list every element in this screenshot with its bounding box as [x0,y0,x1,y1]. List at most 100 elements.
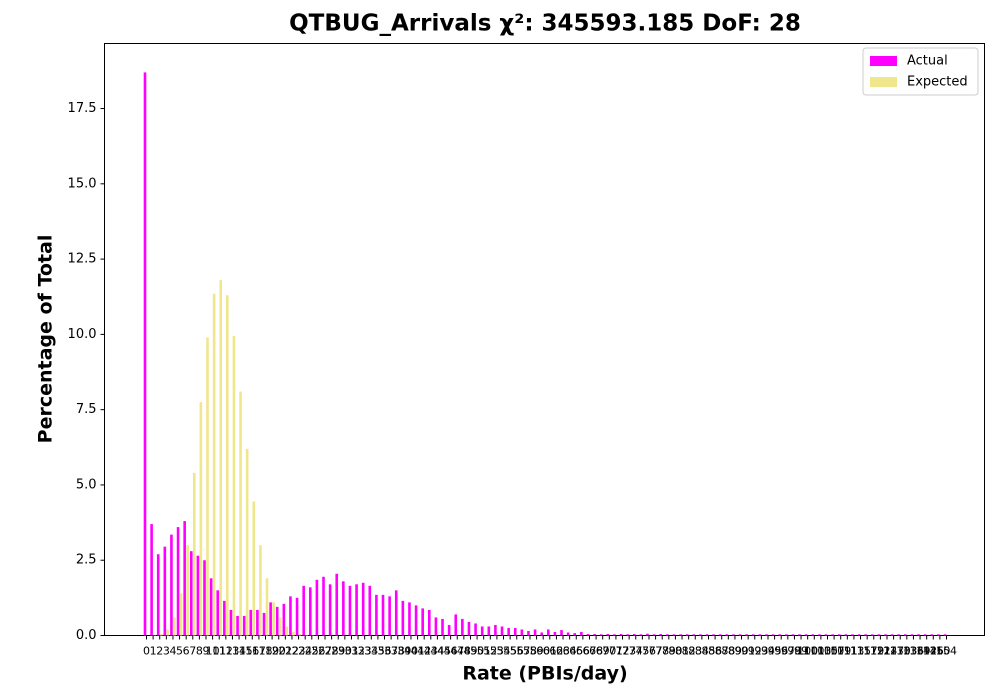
x-tick-label: 75 [635,645,649,658]
x-tick-label: 95 [768,645,782,658]
bar [586,633,590,636]
x-tick-label: 54 [497,645,511,658]
x-tick-label: 9 [203,645,210,658]
bar [751,634,755,636]
x-tick-label: 96 [774,645,788,658]
x-tick-label: 115 [850,645,871,658]
x-tick-label: 73 [622,645,636,658]
x-tick-label: 94 [761,645,775,658]
bar [507,627,510,636]
x-tick-label: 103 [810,645,831,658]
x-tick-label: 21 [278,645,292,658]
x-tick-label: 4 [169,645,176,658]
bar [265,578,269,636]
bar [249,609,253,636]
x-tick-label: 35 [371,645,385,658]
x-tick-label: 23 [292,645,306,658]
bar [239,391,242,636]
y-axis-label: Percentage of Total [35,235,57,444]
bar [513,627,517,636]
x-tick-label: 7 [189,645,196,658]
legend-swatch [870,77,897,87]
bar [143,72,147,636]
x-tick-label: 91 [741,645,755,658]
bar [870,634,874,636]
bar [917,634,920,636]
bar [289,596,292,636]
chart-title: QTBUG_Arrivals χ²: 345593.185 DoF: 28 [289,11,801,37]
bar [613,634,616,636]
bar [500,626,504,636]
y-tick-label: 10.0 [68,327,97,342]
x-tick-label: 13 [225,645,239,658]
bar [494,624,497,636]
bar [223,600,226,636]
bar [580,631,583,636]
bar [315,579,319,636]
y-tick-label: 5.0 [76,477,97,492]
bar [626,634,629,636]
bar [785,634,788,636]
x-tick-label: 68 [589,645,603,658]
x-tick-label: 127 [883,645,904,658]
bar [176,527,180,636]
bar [467,621,471,636]
x-tick-label: 43 [424,645,438,658]
bar [232,335,236,636]
x-tick-label: 86 [708,645,722,658]
legend-label: Expected [907,75,968,90]
bar [206,337,209,636]
bar [593,633,596,636]
bar [646,633,649,636]
x-tick-label: 1 [150,645,157,658]
y-tick-label: 2.5 [76,553,97,568]
x-tick-label: 98 [787,645,801,658]
bar [252,501,256,636]
x-tick-label: 10 [206,645,220,658]
bar [798,634,801,636]
bar [904,634,907,636]
x-tick-label: 27 [318,645,332,658]
x-tick-label: 136 [903,645,924,658]
x-tick-label: 93 [754,645,768,658]
bar [943,634,947,636]
x-tick-label: 150 [929,645,950,658]
x-tick-label: 6 [183,645,190,658]
bar [632,633,636,636]
x-tick-label: 89 [728,645,742,658]
bar [262,612,266,636]
x-tick-label: 119 [863,645,884,658]
bar [421,608,424,636]
bar [186,545,189,636]
bar [837,634,841,636]
x-tick-label: 109 [830,645,851,658]
x-tick-label: 51 [477,645,491,658]
bar [216,590,220,636]
bar [771,634,775,636]
bar [302,585,305,636]
bar [738,634,742,636]
bar [150,524,153,636]
x-tick-label: 59 [530,645,544,658]
x-tick-label: 90 [735,645,749,658]
x-tick-label: 42 [417,645,431,658]
bar [884,634,887,636]
plot-frame [104,43,985,636]
bar [269,602,272,636]
bar [401,600,405,636]
bar [170,534,173,636]
bar [209,578,213,636]
bar [619,633,623,636]
x-tick-label: 3 [163,645,170,658]
bar [699,634,702,636]
x-tick-label: 41 [411,645,425,658]
bar [298,633,302,636]
bar [308,587,312,636]
bar [527,630,530,636]
x-tick-label: 78 [655,645,669,658]
bar [163,546,167,636]
bar [745,634,748,636]
bar [791,634,795,636]
bar [599,634,603,636]
